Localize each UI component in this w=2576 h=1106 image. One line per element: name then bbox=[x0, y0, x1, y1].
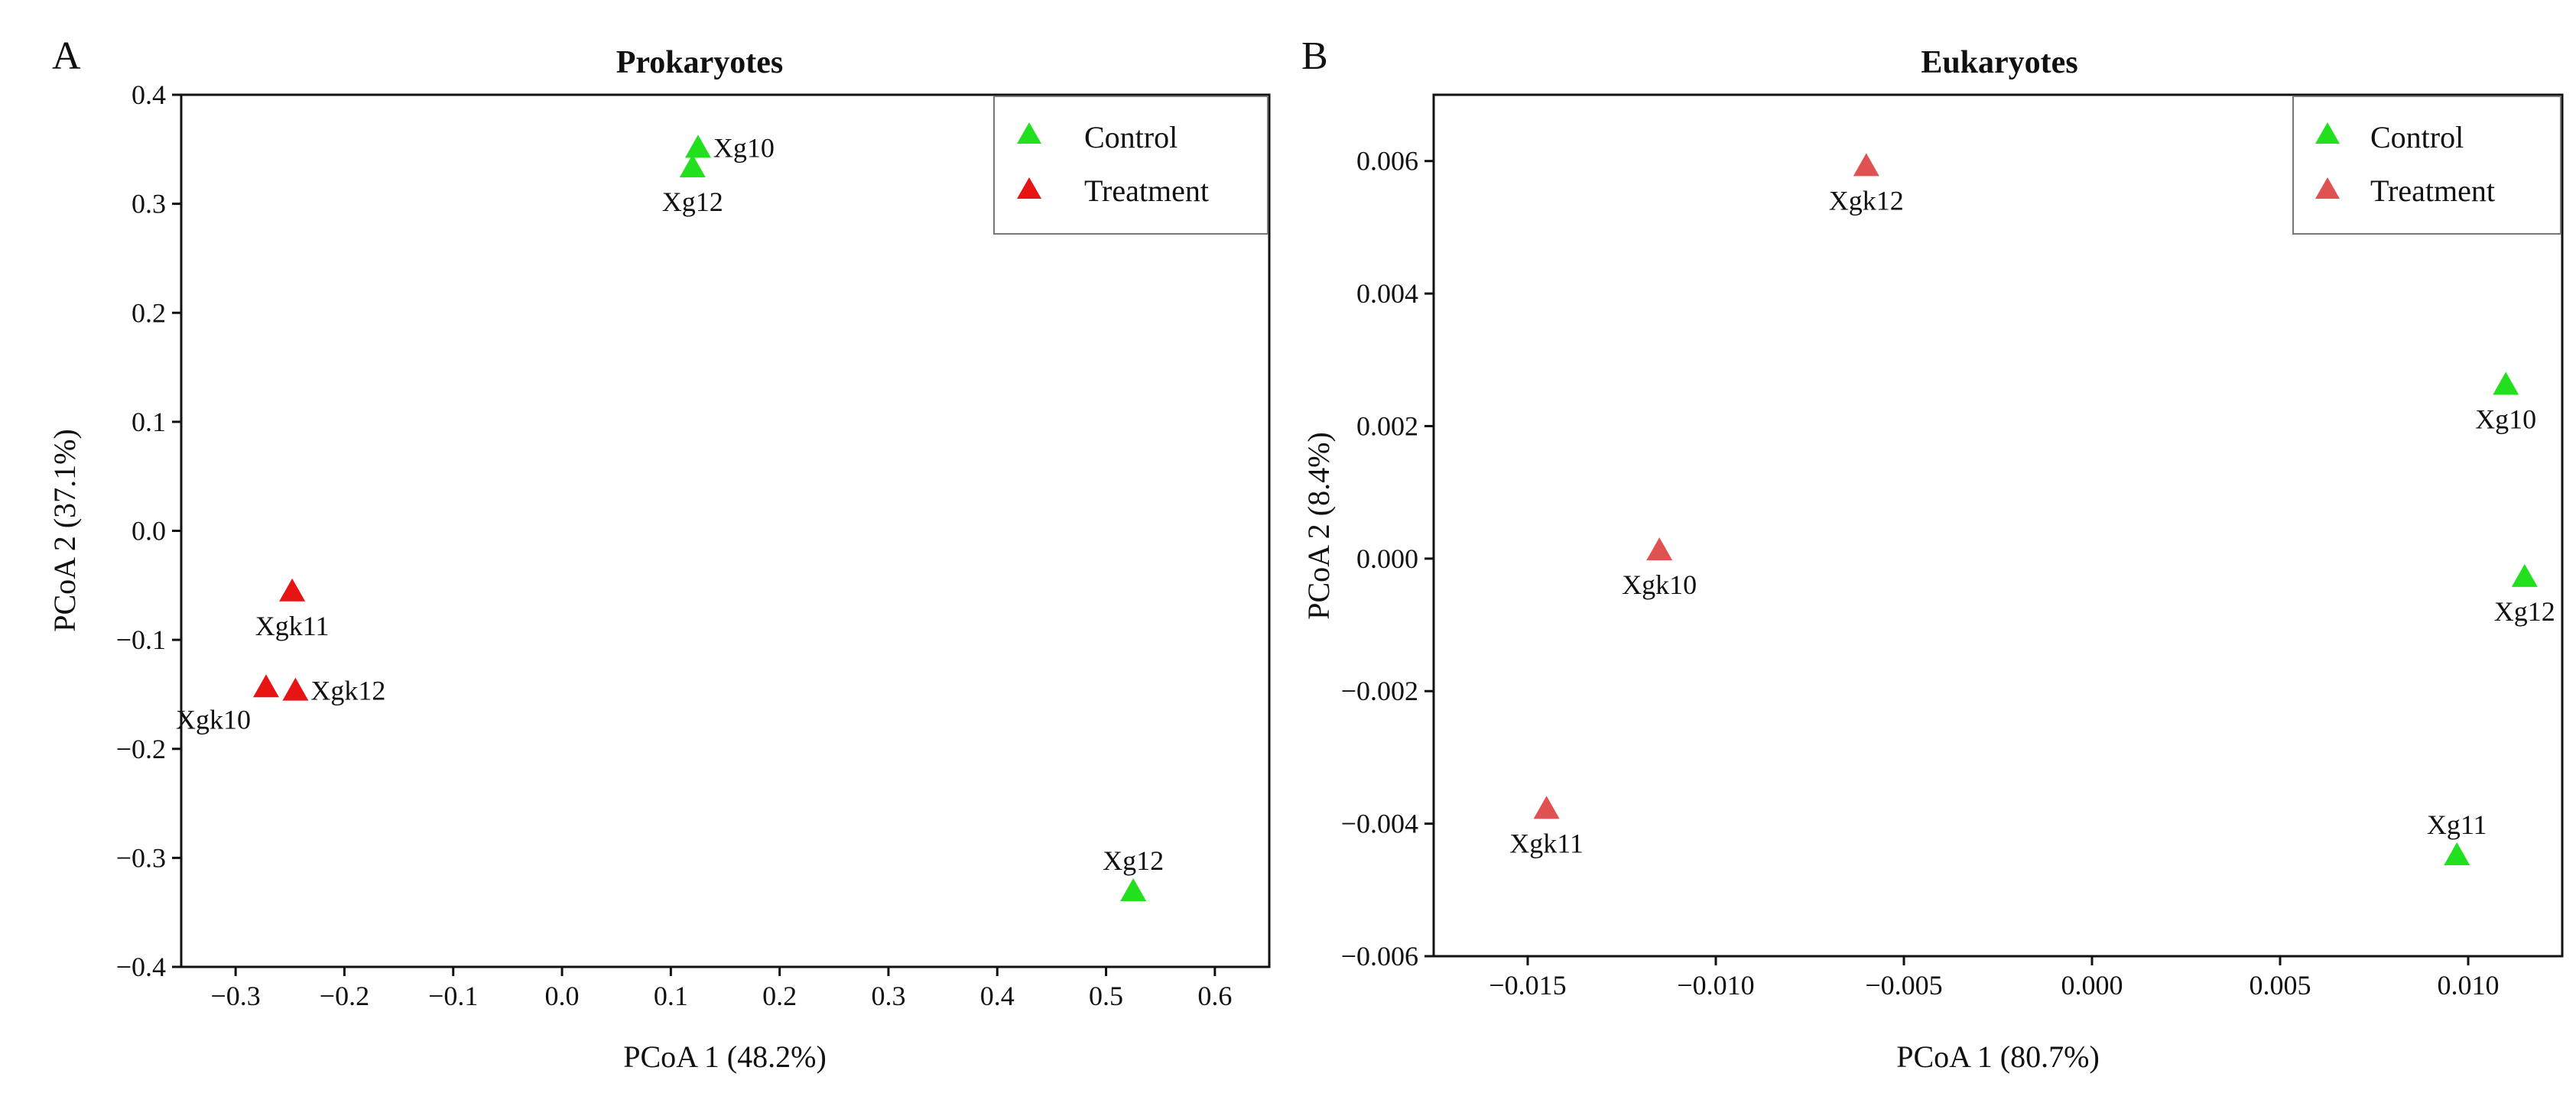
x-axis-label-a: PCoA 1 (48.2%) bbox=[623, 1040, 827, 1074]
x-tick-label: 0.2 bbox=[762, 981, 797, 1011]
data-point-treatment bbox=[282, 677, 309, 701]
y-tick-label: 0.002 bbox=[1356, 410, 1418, 441]
x-tick-label: 0.0 bbox=[545, 981, 580, 1011]
data-label: Xg12 bbox=[1103, 845, 1164, 876]
y-tick-label: −0.004 bbox=[1341, 809, 1418, 839]
y-tick-label: 0.3 bbox=[132, 189, 166, 219]
x-tick-label: 0.000 bbox=[2061, 970, 2123, 1001]
data-points-b: Xg10 Xg12 Xg11 Xgk12 Xgk10 Xgk11 bbox=[1509, 153, 2555, 865]
y-tick-label: −0.1 bbox=[116, 624, 166, 655]
panel-letter-a: A bbox=[52, 34, 81, 78]
y-tick-label: −0.002 bbox=[1341, 676, 1418, 706]
legend-box-a bbox=[993, 96, 1269, 235]
data-label: Xgk12 bbox=[310, 676, 385, 706]
y-tick-label: −0.3 bbox=[116, 842, 166, 873]
legend-a: Control Treatment bbox=[993, 96, 1269, 235]
data-points-a: Xg10 Xg12 Xg12 Xgk11 Xgk10 Xgk12 bbox=[176, 132, 1164, 902]
y-tick-label: −0.006 bbox=[1341, 941, 1418, 971]
data-label: Xg12 bbox=[662, 186, 723, 217]
legend-b: Control Treatment bbox=[2292, 96, 2561, 235]
axis-ticks-b: −0.015 −0.010 −0.005 0.000 0.005 0.010 −0.006 −… bbox=[1341, 146, 2500, 1001]
data-point-control bbox=[684, 135, 711, 158]
x-tick-label: −0.010 bbox=[1677, 970, 1754, 1001]
y-tick-label: −0.4 bbox=[116, 952, 166, 982]
panel-prokaryotes: A Prokaryotes PCoA 1 (48.2%) PCoA 2 (37.… bbox=[47, 34, 1271, 1074]
y-tick-label: −0.2 bbox=[116, 734, 166, 764]
plot-frame-b bbox=[1432, 93, 2564, 958]
x-tick-label: −0.3 bbox=[210, 981, 260, 1011]
x-axis-label-b: PCoA 1 (80.7%) bbox=[1896, 1040, 2100, 1074]
data-point-control bbox=[2444, 842, 2470, 865]
data-point-treatment bbox=[1646, 537, 1673, 561]
data-label: Xgk12 bbox=[1829, 185, 1904, 216]
data-point-control bbox=[2511, 563, 2538, 587]
data-label: Xg11 bbox=[2427, 809, 2487, 840]
data-label: Xgk11 bbox=[1509, 828, 1584, 858]
legend-label-control-b: Control bbox=[2370, 120, 2464, 154]
x-tick-label: −0.015 bbox=[1489, 970, 1566, 1001]
data-label: Xg10 bbox=[2475, 404, 2536, 434]
x-tick-label: −0.1 bbox=[428, 981, 478, 1011]
y-tick-label: 0.4 bbox=[132, 79, 166, 110]
x-tick-label: 0.1 bbox=[654, 981, 688, 1011]
legend-label-treatment-b: Treatment bbox=[2370, 174, 2495, 208]
data-point-treatment bbox=[252, 674, 279, 698]
data-label: Xg10 bbox=[713, 132, 775, 163]
data-point-treatment bbox=[279, 578, 306, 602]
chart-title-eukaryotes: Eukaryotes bbox=[1921, 45, 2077, 80]
legend-label-treatment-a: Treatment bbox=[1084, 174, 1209, 208]
y-tick-label: 0.000 bbox=[1356, 543, 1418, 574]
x-tick-label: 0.010 bbox=[2438, 970, 2500, 1001]
y-tick-label: 0.0 bbox=[132, 516, 166, 547]
x-tick-label: 0.005 bbox=[2250, 970, 2311, 1001]
x-tick-label: −0.2 bbox=[320, 981, 369, 1011]
data-label: Xg12 bbox=[2494, 596, 2555, 627]
data-point-control bbox=[679, 154, 706, 177]
x-tick-label: 0.3 bbox=[871, 981, 905, 1011]
legend-marker-control-b bbox=[2315, 122, 2340, 144]
y-tick-label: 0.2 bbox=[132, 297, 166, 328]
legend-box-b bbox=[2292, 96, 2561, 235]
x-tick-label: 0.5 bbox=[1089, 981, 1123, 1011]
data-point-control bbox=[2493, 371, 2519, 395]
x-tick-label: −0.005 bbox=[1865, 970, 1942, 1001]
panel-eukaryotes: B Eukaryotes PCoA 1 (80.7%) PCoA 2 (8.4%… bbox=[1301, 34, 2564, 1074]
chart-title-prokaryotes: Prokaryotes bbox=[616, 45, 784, 80]
y-tick-label: 0.006 bbox=[1356, 146, 1418, 177]
panel-letter-b: B bbox=[1301, 34, 1328, 78]
legend-marker-treatment-b bbox=[2315, 177, 2340, 199]
data-label: Xgk10 bbox=[1622, 569, 1697, 600]
axis-ticks-a: −0.3 −0.2 −0.1 0.0 0.1 0.2 0.3 0.4 0.5 0.6 −0.4 −0.… bbox=[116, 79, 1233, 1011]
y-axis-label-a: PCoA 2 (37.1%) bbox=[47, 429, 82, 632]
legend-marker-treatment-a bbox=[1017, 177, 1041, 199]
data-label: Xgk10 bbox=[176, 704, 251, 735]
x-tick-label: 0.6 bbox=[1197, 981, 1232, 1011]
legend-marker-control-a bbox=[1017, 122, 1041, 144]
data-point-treatment bbox=[1853, 153, 1879, 177]
y-axis-label-b: PCoA 2 (8.4%) bbox=[1301, 432, 1336, 620]
y-tick-label: 0.004 bbox=[1356, 278, 1418, 309]
data-point-control bbox=[1120, 878, 1147, 902]
legend-label-control-a: Control bbox=[1084, 120, 1178, 154]
x-tick-label: 0.4 bbox=[980, 981, 1015, 1011]
data-point-treatment bbox=[1533, 796, 1560, 819]
y-tick-label: 0.1 bbox=[132, 407, 166, 437]
data-label: Xgk11 bbox=[255, 611, 330, 641]
